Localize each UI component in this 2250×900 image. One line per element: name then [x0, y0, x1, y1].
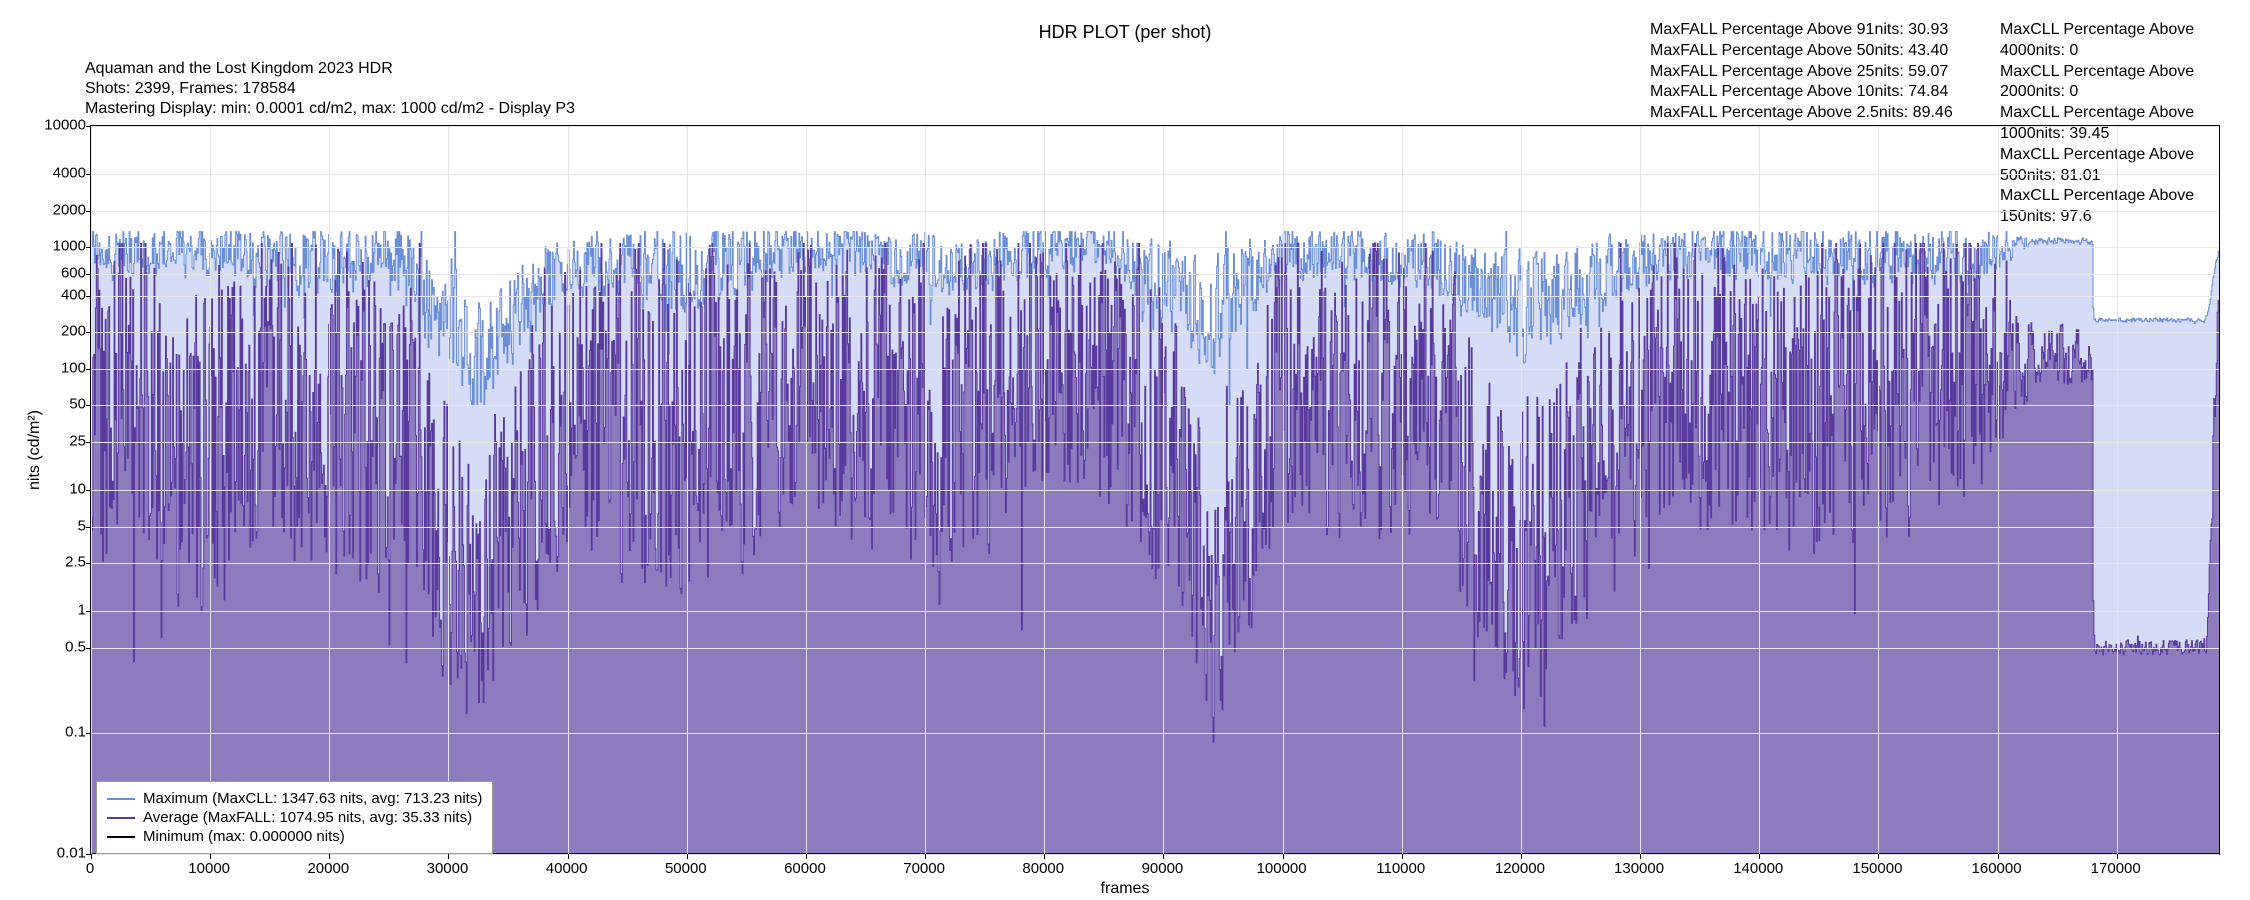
- x-tick-label: 70000: [903, 860, 945, 877]
- y-tick-label: 400: [26, 286, 86, 303]
- y-tick-label: 2000: [26, 201, 86, 218]
- y-tick-label: 0.1: [26, 723, 86, 740]
- x-tick-label: 140000: [1733, 860, 1783, 877]
- x-tick-label: 90000: [1142, 860, 1184, 877]
- legend-swatch-max: [107, 798, 135, 800]
- stat-line: MaxCLL Percentage Above 2000nits: 0: [2000, 62, 2250, 104]
- legend-label: Average (MaxFALL: 1074.95 nits, avg: 35.…: [143, 809, 472, 826]
- y-tick-label: 600: [26, 265, 86, 282]
- x-tick-label: 40000: [546, 860, 588, 877]
- x-tick-label: 120000: [1495, 860, 1545, 877]
- y-tick-label: 4000: [26, 165, 86, 182]
- legend-item-min: Minimum (max: 0.000000 nits): [107, 828, 482, 845]
- x-tick-label: 170000: [2091, 860, 2141, 877]
- stats-maxfall: MaxFALL Percentage Above 91nits: 30.93 M…: [1650, 20, 1953, 124]
- stat-line: MaxFALL Percentage Above 25nits: 59.07: [1650, 62, 1953, 83]
- stat-line: MaxCLL Percentage Above 4000nits: 0: [2000, 20, 2250, 62]
- stat-line: MaxFALL Percentage Above 91nits: 30.93: [1650, 20, 1953, 41]
- y-tick-label: 10: [26, 481, 86, 498]
- x-tick-label: 50000: [665, 860, 707, 877]
- y-tick-label: 100: [26, 359, 86, 376]
- y-axis-label: nits (cd/m²): [26, 410, 44, 490]
- meta-mastering: Mastering Display: min: 0.0001 cd/m2, ma…: [85, 100, 575, 118]
- x-tick-label: 160000: [1972, 860, 2022, 877]
- legend-swatch-min: [107, 836, 135, 838]
- x-tick-label: 150000: [1852, 860, 1902, 877]
- legend-item-avg: Average (MaxFALL: 1074.95 nits, avg: 35.…: [107, 809, 482, 826]
- x-tick-label: 80000: [1022, 860, 1064, 877]
- x-tick-label: 60000: [784, 860, 826, 877]
- x-tick-label: 0: [86, 860, 94, 877]
- stat-line: MaxFALL Percentage Above 2.5nits: 89.46: [1650, 103, 1953, 124]
- y-tick-label: 1: [26, 602, 86, 619]
- y-tick-label: 25: [26, 432, 86, 449]
- stat-line: MaxFALL Percentage Above 50nits: 43.40: [1650, 41, 1953, 62]
- y-tick-label: 200: [26, 323, 86, 340]
- x-tick-label: 10000: [188, 860, 230, 877]
- y-tick-label: 0.01: [26, 845, 86, 862]
- y-tick-label: 5: [26, 517, 86, 534]
- x-tick-label: 20000: [307, 860, 349, 877]
- legend-item-max: Maximum (MaxCLL: 1347.63 nits, avg: 713.…: [107, 790, 482, 807]
- legend-swatch-avg: [107, 817, 135, 819]
- x-tick-label: 100000: [1257, 860, 1307, 877]
- legend-label: Maximum (MaxCLL: 1347.63 nits, avg: 713.…: [143, 790, 482, 807]
- meta-movie: Aquaman and the Lost Kingdom 2023 HDR: [85, 60, 393, 78]
- y-tick-label: 50: [26, 396, 86, 413]
- x-tick-label: 110000: [1376, 860, 1425, 877]
- y-tick-label: 1000: [26, 238, 86, 255]
- y-tick-label: 10000: [26, 117, 86, 134]
- x-axis-label: frames: [0, 880, 2250, 898]
- x-tick-label: 130000: [1614, 860, 1664, 877]
- stat-line: MaxFALL Percentage Above 10nits: 74.84: [1650, 82, 1953, 103]
- plot-area: [90, 125, 2220, 855]
- legend: Maximum (MaxCLL: 1347.63 nits, avg: 713.…: [96, 781, 493, 854]
- x-tick-label: 30000: [427, 860, 469, 877]
- y-tick-label: 0.5: [26, 638, 86, 655]
- y-tick-label: 2.5: [26, 554, 86, 571]
- legend-label: Minimum (max: 0.000000 nits): [143, 828, 345, 845]
- meta-shots-frames: Shots: 2399, Frames: 178584: [85, 80, 296, 98]
